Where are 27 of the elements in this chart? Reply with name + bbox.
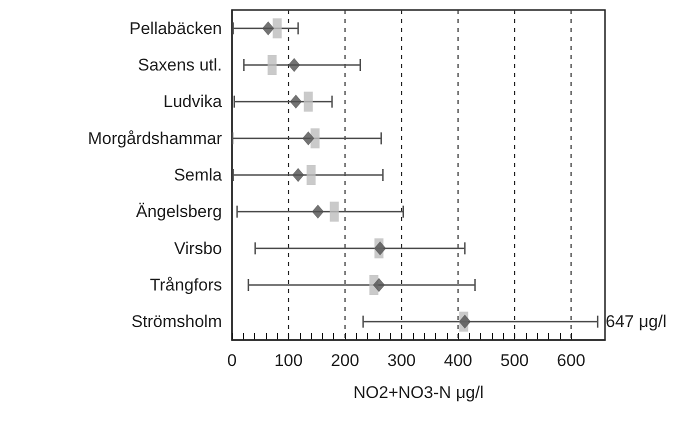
y-tick-label: Strömsholm <box>131 312 222 332</box>
y-tick-label: Morgårdshammar <box>88 128 222 148</box>
point <box>458 314 471 329</box>
y-tick-label: Saxens utl. <box>138 56 222 74</box>
point <box>292 168 304 182</box>
x-tick-label: 300 <box>387 351 416 370</box>
y-tick-label: Pellabäcken <box>129 18 222 38</box>
x-tick-label: 400 <box>444 351 472 370</box>
y-tick-label: Semla <box>174 166 223 184</box>
x-tick-label: 500 <box>500 351 529 370</box>
point <box>288 58 300 72</box>
point <box>374 241 386 256</box>
point <box>290 94 302 109</box>
x-tick-label: 100 <box>274 351 303 370</box>
x-tick-label: 0 <box>227 351 237 370</box>
point <box>302 131 314 146</box>
y-tick-label: Virsbo <box>174 238 222 258</box>
y-tick-label: Ängelsberg <box>136 202 222 222</box>
y-tick-label: Ludvika <box>163 92 223 112</box>
x-axis-title: NO2+NO3-N μg/l <box>353 383 484 402</box>
point <box>372 278 385 292</box>
point <box>262 21 274 36</box>
annotation: 647 μg/l <box>606 312 666 332</box>
point <box>312 204 324 219</box>
x-tick-label: 600 <box>556 351 586 370</box>
x-tick-label: 200 <box>330 351 360 370</box>
y-tick-label: Trångfors <box>150 276 222 294</box>
